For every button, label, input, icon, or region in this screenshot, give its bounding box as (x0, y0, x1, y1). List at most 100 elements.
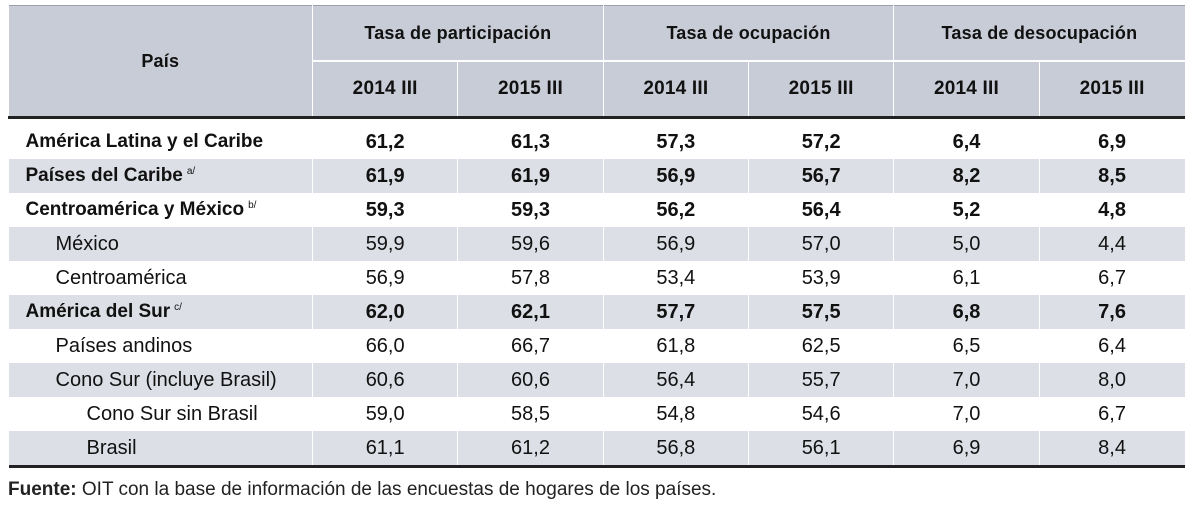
table-cell: 61,2 (457, 431, 604, 468)
table-cell: 56,2 (602, 193, 749, 227)
table-cell: 59,6 (457, 227, 604, 261)
table-row: América Latina y el Caribe 61,2 61,3 57,… (8, 125, 1185, 159)
table-cell: 56,9 (311, 261, 458, 295)
table-cell: 56,9 (602, 227, 749, 261)
period-header: 2014 III (602, 60, 749, 118)
table-cell: 61,9 (457, 159, 604, 193)
table-cell: 56,1 (747, 431, 894, 468)
table-cell: 59,9 (311, 227, 458, 261)
table-cell: 56,4 (747, 193, 894, 227)
table-cell: 7,6 (1038, 295, 1185, 329)
footnote-marker: c/ (174, 302, 182, 313)
table-cell: 59,3 (457, 193, 604, 227)
table-cell: 59,3 (311, 193, 458, 227)
table-cell: 57,8 (457, 261, 604, 295)
table-cell: 62,0 (311, 295, 458, 329)
table-row: Cono Sur sin Brasil 59,0 58,5 54,8 54,6 … (8, 397, 1185, 431)
table-cell: 6,8 (893, 295, 1040, 329)
table-cell: 56,9 (602, 159, 749, 193)
period-header: 2015 III (747, 60, 894, 118)
table-cell: 4,8 (1038, 193, 1185, 227)
table-cell: 53,9 (747, 261, 894, 295)
row-label: Brasil (8, 431, 313, 468)
table-cell: 57,2 (747, 125, 894, 159)
table-cell: 6,1 (893, 261, 1040, 295)
row-label: América del Sur c/ (8, 295, 313, 329)
footnote-marker: b/ (248, 200, 257, 211)
table-cell: 57,0 (747, 227, 894, 261)
table-cell: 56,4 (602, 363, 749, 397)
table-cell: 58,5 (457, 397, 604, 431)
table-cell: 6,5 (893, 329, 1040, 363)
table-cell: 8,2 (893, 159, 1040, 193)
table-cell: 60,6 (457, 363, 604, 397)
table-cell: 7,0 (893, 397, 1040, 431)
row-label: Cono Sur (incluye Brasil) (8, 363, 313, 397)
table-cell: 6,4 (1038, 329, 1185, 363)
table-cell: 6,9 (893, 431, 1040, 468)
table-cell: 8,4 (1038, 431, 1185, 468)
table-cell: 5,0 (893, 227, 1040, 261)
table-container: País Tasa de participación Tasa de ocupa… (8, 5, 1185, 468)
group-header-ocupacion: Tasa de ocupación (602, 5, 894, 61)
period-header: 2014 III (893, 60, 1040, 118)
row-label: Cono Sur sin Brasil (8, 397, 313, 431)
table-cell: 54,8 (602, 397, 749, 431)
table-cell: 8,5 (1038, 159, 1185, 193)
table-cell: 6,4 (893, 125, 1040, 159)
table-row: Cono Sur (incluye Brasil) 60,6 60,6 56,4… (8, 363, 1185, 397)
source-label: Fuente: (8, 479, 77, 500)
table-row: Países andinos 66,0 66,7 61,8 62,5 6,5 6… (8, 329, 1185, 363)
table-cell: 6,9 (1038, 125, 1185, 159)
group-header-desocupacion: Tasa de desocupación (893, 5, 1185, 61)
table-cell: 61,2 (311, 125, 458, 159)
table-row: América del Sur c/ 62,0 62,1 57,7 57,5 6,… (8, 295, 1185, 329)
table-cell: 5,2 (893, 193, 1040, 227)
row-label: México (8, 227, 313, 261)
table-cell: 61,9 (311, 159, 458, 193)
table-cell: 6,7 (1038, 261, 1185, 295)
table-cell: 66,7 (457, 329, 604, 363)
table-cell: 6,7 (1038, 397, 1185, 431)
table-row: Brasil 61,1 61,2 56,8 56,1 6,9 8,4 (8, 431, 1185, 468)
table-row: Centroamérica 56,9 57,8 53,4 53,9 6,1 6,… (8, 261, 1185, 295)
labor-rates-table: País Tasa de participación Tasa de ocupa… (8, 5, 1185, 468)
table-cell: 59,0 (311, 397, 458, 431)
table-row: Países del Caribe a/ 61,9 61,9 56,9 56,7 … (8, 159, 1185, 193)
table-cell: 57,3 (602, 125, 749, 159)
period-header: 2015 III (457, 60, 604, 118)
row-label: Centroamérica y México b/ (8, 193, 313, 227)
table-cell: 62,5 (747, 329, 894, 363)
table-row: Centroamérica y México b/ 59,3 59,3 56,2 … (8, 193, 1185, 227)
table-row: México 59,9 59,6 56,9 57,0 5,0 4,4 (8, 227, 1185, 261)
table-cell: 60,6 (311, 363, 458, 397)
source-note: Fuente: OIT con la base de información d… (8, 479, 716, 501)
table-cell: 62,1 (457, 295, 604, 329)
row-label: Países del Caribe a/ (8, 159, 313, 193)
table-cell: 7,0 (893, 363, 1040, 397)
table-cell: 53,4 (602, 261, 749, 295)
row-label: América Latina y el Caribe (8, 125, 313, 159)
table-cell: 8,0 (1038, 363, 1185, 397)
table-cell: 61,8 (602, 329, 749, 363)
group-header-participacion: Tasa de participación (312, 5, 604, 61)
table-cell: 55,7 (747, 363, 894, 397)
table-cell: 56,8 (602, 431, 749, 468)
table-cell: 57,5 (747, 295, 894, 329)
table-cell: 66,0 (311, 329, 458, 363)
table-header: País Tasa de participación Tasa de ocupa… (8, 5, 1185, 118)
row-label: Países andinos (8, 329, 313, 363)
table-cell: 57,7 (602, 295, 749, 329)
source-text: OIT con la base de información de las en… (81, 479, 717, 500)
table-cell: 61,3 (457, 125, 604, 159)
period-header: 2015 III (1038, 60, 1185, 118)
table-cell: 56,7 (747, 159, 894, 193)
header-separator (8, 116, 1185, 125)
table-body: América Latina y el Caribe 61,2 61,3 57,… (8, 116, 1185, 468)
row-label: Centroamérica (8, 261, 313, 295)
period-header: 2014 III (311, 60, 458, 118)
table-cell: 61,1 (311, 431, 458, 468)
footnote-marker: a/ (186, 166, 196, 177)
table-cell: 4,4 (1038, 227, 1185, 261)
table-cell: 54,6 (747, 397, 894, 431)
